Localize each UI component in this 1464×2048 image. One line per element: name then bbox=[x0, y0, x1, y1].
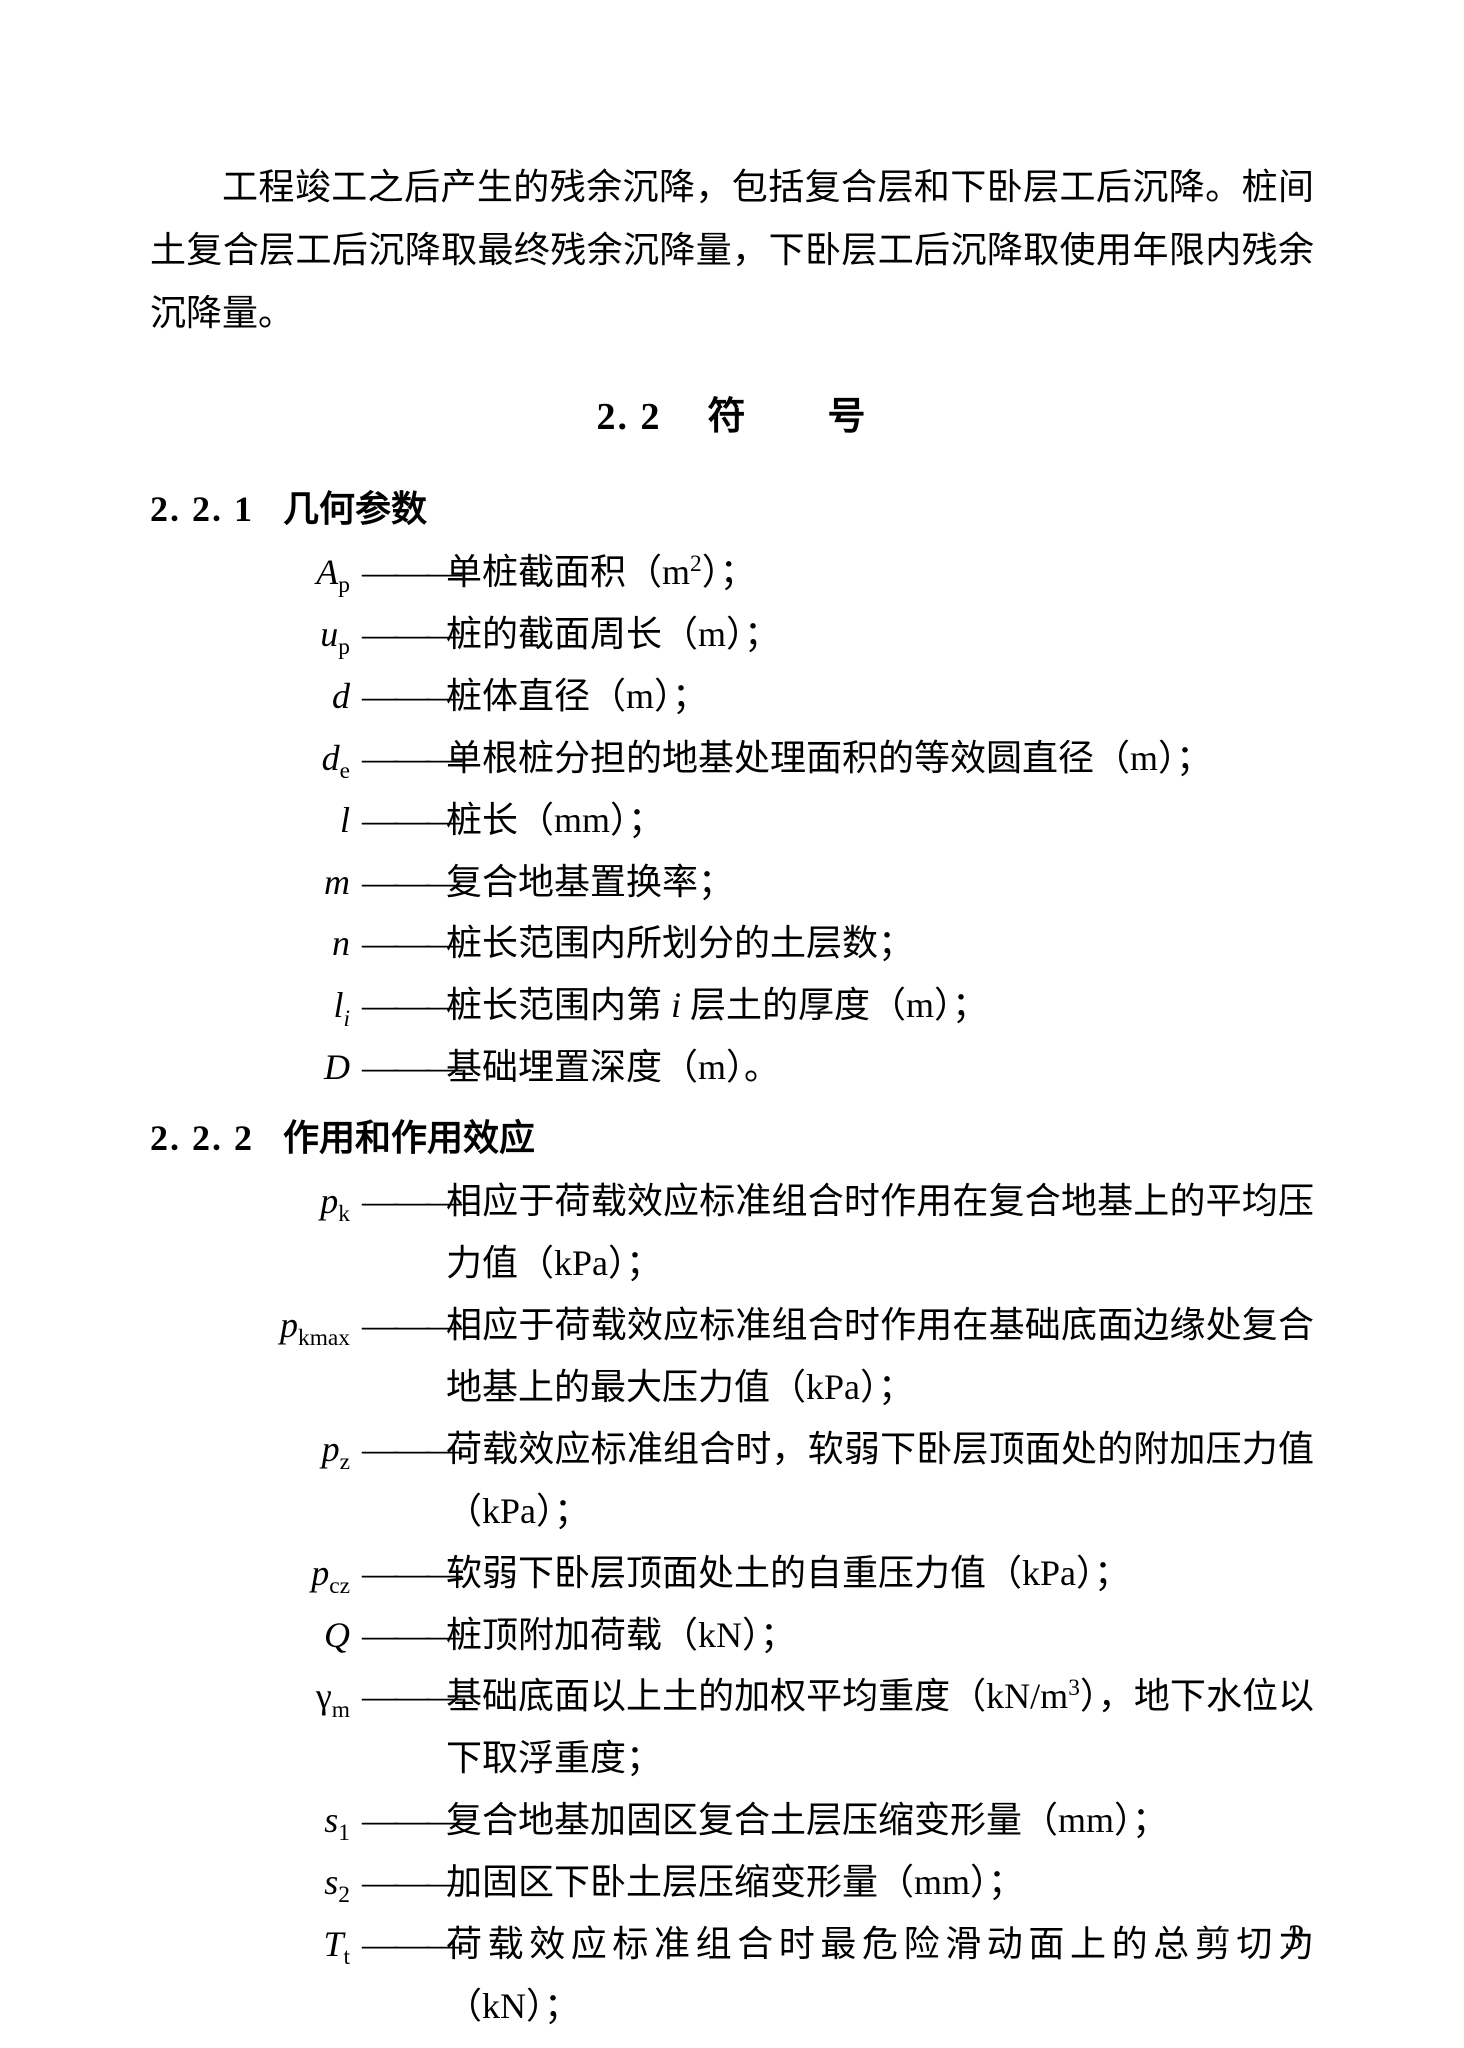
dash: ——— bbox=[356, 1037, 446, 1099]
definition-text: 荷载效应标准组合时，软弱下卧层顶面处的附加压力值（kPa）； bbox=[446, 1419, 1314, 1543]
definition-text: 桩顶附加荷载（kN）； bbox=[446, 1605, 1314, 1667]
def-row: pk ——— 相应于荷载效应标准组合时作用在复合地基上的平均压力值（kPa）； bbox=[150, 1171, 1314, 1295]
def-row: γm ——— 基础底面以上土的加权平均重度（kN/m3），地下水位以下取浮重度； bbox=[150, 1666, 1314, 1790]
symbol: Ap bbox=[150, 542, 356, 604]
definition-text: 荷载效应标准组合时最危险滑动面上的总剪切力（kN）； bbox=[446, 1914, 1314, 2038]
symbol: Q bbox=[150, 1605, 356, 1667]
subsection-title: 几何参数 bbox=[283, 489, 427, 529]
symbol: s2 bbox=[150, 1852, 356, 1914]
def-row: li ——— 桩长范围内第 i 层土的厚度（m）； bbox=[150, 975, 1314, 1037]
def-row: Ap ——— 单桩截面积（m2）； bbox=[150, 542, 1314, 604]
definition-text: 桩体直径（m）； bbox=[446, 666, 1314, 728]
page-number: 3 bbox=[1286, 1916, 1304, 1958]
definition-text: 基础底面以上土的加权平均重度（kN/m3），地下水位以下取浮重度； bbox=[446, 1666, 1314, 1790]
def-row: d ——— 桩体直径（m）； bbox=[150, 666, 1314, 728]
dash: ——— bbox=[356, 1295, 446, 1357]
def-row: de ——— 单根桩分担的地基处理面积的等效圆直径（m）； bbox=[150, 728, 1314, 790]
definition-text: 桩的截面周长（m）； bbox=[446, 604, 1314, 666]
symbol: pcz bbox=[150, 1543, 356, 1605]
definition-list-222: pk ——— 相应于荷载效应标准组合时作用在复合地基上的平均压力值（kPa）； … bbox=[150, 1171, 1314, 2038]
page: 工程竣工之后产生的残余沉降，包括复合层和下卧层工后沉降。桩间土复合层工后沉降取最… bbox=[0, 0, 1464, 2048]
dash: ——— bbox=[356, 666, 446, 728]
definition-text: 软弱下卧层顶面处土的自重压力值（kPa）； bbox=[446, 1543, 1314, 1605]
symbol: li bbox=[150, 975, 356, 1037]
symbol: m bbox=[150, 852, 356, 914]
symbol: up bbox=[150, 604, 356, 666]
def-row: s1 ——— 复合地基加固区复合土层压缩变形量（mm）； bbox=[150, 1790, 1314, 1852]
definition-text: 桩长（mm）； bbox=[446, 790, 1314, 852]
dash: ——— bbox=[356, 1605, 446, 1667]
subsection-title: 作用和作用效应 bbox=[283, 1118, 535, 1158]
section-number: 2. 2 bbox=[596, 396, 661, 438]
symbol: l bbox=[150, 790, 356, 852]
symbol: D bbox=[150, 1037, 356, 1099]
symbol: n bbox=[150, 913, 356, 975]
dash: ——— bbox=[356, 790, 446, 852]
subsection-222: 2. 2. 2 作用和作用效应 bbox=[150, 1109, 1314, 1161]
def-row: Q ——— 桩顶附加荷载（kN）； bbox=[150, 1605, 1314, 1667]
definition-list-221: Ap ——— 单桩截面积（m2）； up ——— 桩的截面周长（m）； d ——… bbox=[150, 542, 1314, 1099]
def-row: pcz ——— 软弱下卧层顶面处土的自重压力值（kPa）； bbox=[150, 1543, 1314, 1605]
dash: ——— bbox=[356, 1790, 446, 1852]
def-row: Tt ——— 荷载效应标准组合时最危险滑动面上的总剪切力（kN）； bbox=[150, 1914, 1314, 2038]
def-row: l ——— 桩长（mm）； bbox=[150, 790, 1314, 852]
def-row: s2 ——— 加固区下卧土层压缩变形量（mm）； bbox=[150, 1852, 1314, 1914]
dash: ——— bbox=[356, 728, 446, 790]
subsection-221: 2. 2. 1 几何参数 bbox=[150, 480, 1314, 532]
symbol: pkmax bbox=[150, 1295, 356, 1357]
subsection-number: 2. 2. 2 bbox=[150, 1118, 254, 1158]
dash: ——— bbox=[356, 1914, 446, 1976]
def-row: m ——— 复合地基置换率； bbox=[150, 852, 1314, 914]
section-title: 符 号 bbox=[707, 396, 867, 438]
definition-text: 桩长范围内所划分的土层数； bbox=[446, 913, 1314, 975]
dash: ——— bbox=[356, 1171, 446, 1233]
definition-text: 基础埋置深度（m）。 bbox=[446, 1037, 1314, 1099]
definition-text: 复合地基加固区复合土层压缩变形量（mm）； bbox=[446, 1790, 1314, 1852]
dash: ——— bbox=[356, 1666, 446, 1728]
symbol: pk bbox=[150, 1171, 356, 1233]
def-row: up ——— 桩的截面周长（m）； bbox=[150, 604, 1314, 666]
dash: ——— bbox=[356, 913, 446, 975]
definition-text: 单根桩分担的地基处理面积的等效圆直径（m）； bbox=[446, 728, 1314, 790]
def-row: D ——— 基础埋置深度（m）。 bbox=[150, 1037, 1314, 1099]
dash: ——— bbox=[356, 1543, 446, 1605]
symbol: γm bbox=[150, 1666, 356, 1728]
definition-text: 单桩截面积（m2）； bbox=[446, 542, 1314, 604]
symbol: s1 bbox=[150, 1790, 356, 1852]
subsection-number: 2. 2. 1 bbox=[150, 489, 254, 529]
dash: ——— bbox=[356, 542, 446, 604]
symbol: pz bbox=[150, 1419, 356, 1481]
def-row: pz ——— 荷载效应标准组合时，软弱下卧层顶面处的附加压力值（kPa）； bbox=[150, 1419, 1314, 1543]
definition-text: 相应于荷载效应标准组合时作用在复合地基上的平均压力值（kPa）； bbox=[446, 1171, 1314, 1295]
dash: ——— bbox=[356, 1852, 446, 1914]
dash: ——— bbox=[356, 604, 446, 666]
symbol: Tt bbox=[150, 1914, 356, 1976]
dash: ——— bbox=[356, 852, 446, 914]
definition-text: 桩长范围内第 i 层土的厚度（m）； bbox=[446, 975, 1314, 1037]
dash: ——— bbox=[356, 1419, 446, 1481]
intro-paragraph: 工程竣工之后产生的残余沉降，包括复合层和下卧层工后沉降。桩间土复合层工后沉降取最… bbox=[150, 156, 1314, 345]
definition-text: 相应于荷载效应标准组合时作用在基础底面边缘处复合地基上的最大压力值（kPa）； bbox=[446, 1295, 1314, 1419]
def-row: n ——— 桩长范围内所划分的土层数； bbox=[150, 913, 1314, 975]
definition-text: 加固区下卧土层压缩变形量（mm）； bbox=[446, 1852, 1314, 1914]
section-heading: 2. 2 符 号 bbox=[150, 385, 1314, 440]
definition-text: 复合地基置换率； bbox=[446, 852, 1314, 914]
dash: ——— bbox=[356, 975, 446, 1037]
def-row: pkmax ——— 相应于荷载效应标准组合时作用在基础底面边缘处复合地基上的最大… bbox=[150, 1295, 1314, 1419]
symbol: de bbox=[150, 728, 356, 790]
symbol: d bbox=[150, 666, 356, 728]
